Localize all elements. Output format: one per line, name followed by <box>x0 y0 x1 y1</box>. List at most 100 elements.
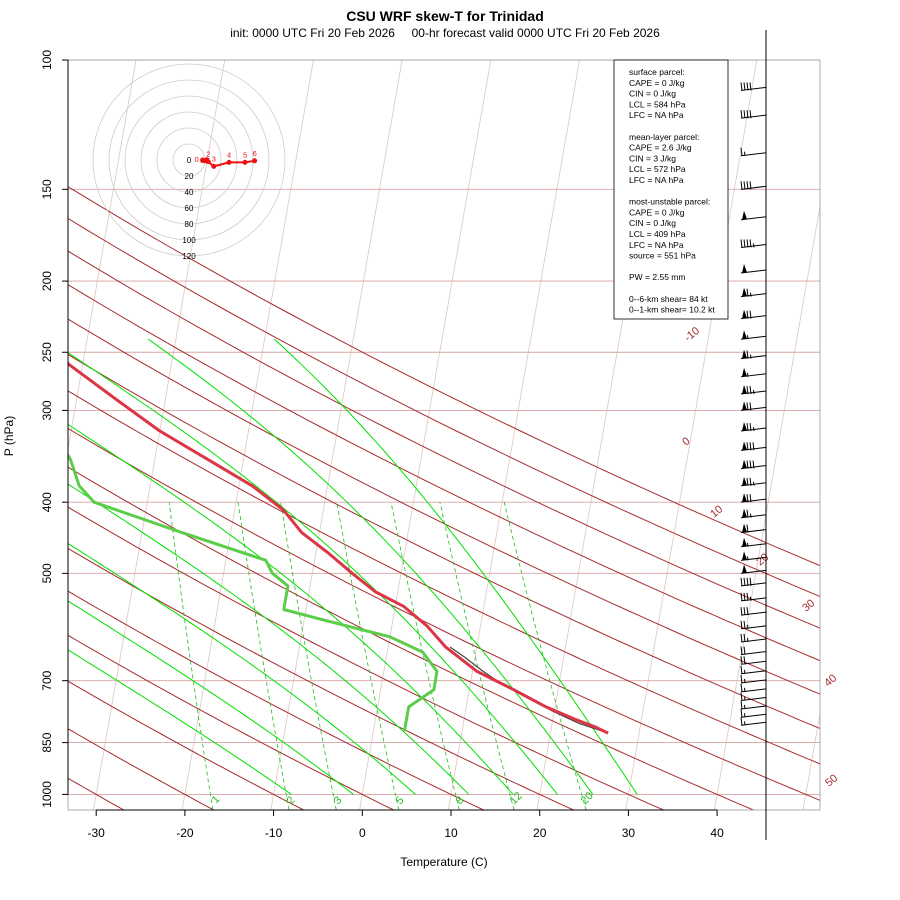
barb-full <box>746 460 749 469</box>
barb-full <box>752 460 755 469</box>
dry-adiabat <box>68 728 214 810</box>
barb-full <box>743 110 746 119</box>
moist-adiabat <box>68 542 416 795</box>
barb-full <box>740 717 743 726</box>
dry-adiabat <box>68 547 574 810</box>
wind-barb <box>740 564 767 574</box>
barb-full <box>740 239 743 248</box>
hodograph-ring-label: 0 <box>187 156 192 165</box>
mixing-ratio-line <box>336 502 400 810</box>
moist-adiabat <box>68 483 470 795</box>
dry-adiabat <box>68 250 820 629</box>
dry-adiabat <box>68 466 754 810</box>
dry-adiabat <box>68 777 125 810</box>
barb-half <box>747 637 749 643</box>
isotherm <box>93 60 226 810</box>
x-tick-label: 10 <box>444 826 458 840</box>
barb-pennant <box>742 401 747 411</box>
barb-pennant <box>742 476 747 486</box>
parcel-box-line: LCL = 572 hPa <box>629 164 686 174</box>
wind-barbs <box>740 30 767 840</box>
barb-full <box>740 665 743 674</box>
mixing-ratio-line <box>503 502 587 810</box>
barb-full <box>746 239 749 248</box>
barb-pennant <box>742 287 747 297</box>
hodograph-point <box>252 158 258 164</box>
wind-barb <box>740 508 767 519</box>
dry-adiabat <box>68 284 820 662</box>
barb-full <box>740 577 743 586</box>
x-tick-label: 40 <box>710 826 724 840</box>
barb-half <box>753 389 755 395</box>
mixing-ratio-label: 5 <box>394 794 407 807</box>
barb-full <box>749 82 752 91</box>
parcel-box-line: 0--6-km shear= 84 kt <box>629 294 708 304</box>
barb-half <box>744 704 746 710</box>
barb-pennant <box>742 441 747 451</box>
barb-half <box>750 513 752 518</box>
barb-full <box>752 442 755 451</box>
dry-adiabat-label: 40 <box>822 672 839 689</box>
x-tick-label: -10 <box>265 826 283 840</box>
barb-half <box>747 556 749 561</box>
hodograph-point <box>211 163 217 169</box>
wind-barb <box>740 385 767 395</box>
isotherm <box>68 60 137 452</box>
barb-full <box>740 147 743 156</box>
barb-pennant <box>742 422 747 432</box>
barb-full <box>746 524 749 533</box>
chart-title: CSU WRF skew-T for Trinidad <box>346 8 544 24</box>
barb-full <box>749 181 752 190</box>
parcel-box-line: LFC = NA hPa <box>629 175 684 185</box>
barb-half <box>744 721 746 726</box>
barb-pennant <box>742 309 747 319</box>
barb-full <box>743 607 746 616</box>
barb-full <box>746 494 749 503</box>
barb-half <box>744 687 746 692</box>
isotherm <box>359 60 492 810</box>
wind-barb <box>740 330 767 340</box>
barb-full <box>746 477 749 486</box>
dry-adiabat <box>68 318 820 695</box>
barb-full <box>749 494 752 503</box>
y-tick-label: 200 <box>40 271 54 291</box>
hodograph-point-label: 6 <box>253 149 257 158</box>
wind-barb <box>740 181 767 190</box>
hodograph-point <box>226 159 232 165</box>
barb-half <box>747 624 749 629</box>
parcel-box-line: 0--1-km shear= 10.2 kt <box>629 305 715 315</box>
wind-barb <box>740 476 767 487</box>
barb-pennant <box>742 523 747 533</box>
x-axis-label: Temperature (C) <box>400 855 487 869</box>
wind-barb <box>740 349 767 360</box>
parcel-box-line: CAPE = 0 J/kg <box>629 78 685 88</box>
barb-full <box>740 110 743 119</box>
moist-adiabat <box>148 338 594 795</box>
hodograph-ring-label: 40 <box>185 188 194 197</box>
hodograph-ring <box>156 127 222 193</box>
barb-full <box>749 110 752 119</box>
barb-full <box>746 592 749 601</box>
wind-barb <box>740 577 767 587</box>
moist-adiabat <box>273 338 638 795</box>
mixing-ratio-line <box>280 502 337 810</box>
y-tick-label: 850 <box>40 732 54 752</box>
wind-barb <box>740 683 767 693</box>
wind-barb <box>740 147 767 157</box>
barb-pennant <box>742 564 747 574</box>
wind-barb <box>740 287 767 298</box>
parcel-box-line: PW = 2.55 mm <box>629 272 685 282</box>
barb-full <box>743 577 746 586</box>
dry-adiabat <box>68 217 820 598</box>
parcel-box-line: mean-layer parcel: <box>629 132 699 142</box>
mixing-ratio-line <box>168 502 214 810</box>
dry-adiabat <box>68 590 484 810</box>
plot-lines <box>68 60 820 810</box>
y-tick-label: 300 <box>40 400 54 420</box>
barb-full <box>746 402 749 411</box>
barb-full <box>740 620 743 629</box>
barb-half <box>744 678 746 684</box>
barb-full <box>746 607 749 616</box>
barb-full <box>743 620 746 629</box>
